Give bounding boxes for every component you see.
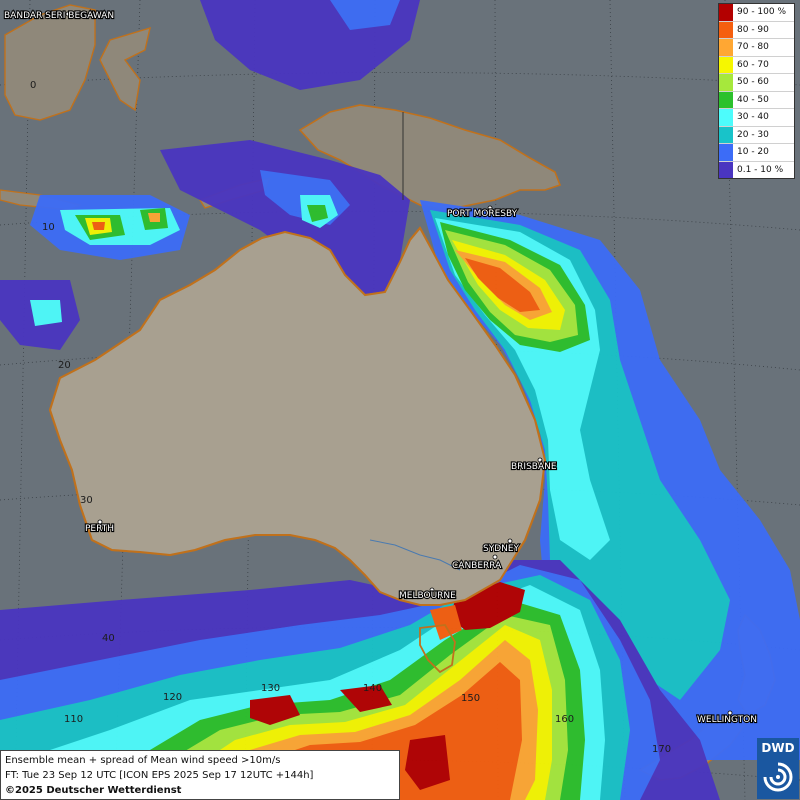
grid-label-lat0: 0	[30, 80, 36, 91]
city-dot-perth	[97, 519, 103, 525]
legend-row: 40 - 50	[719, 91, 794, 109]
grid-label-lat40: 40	[102, 633, 115, 644]
field-south-red-1	[250, 695, 300, 725]
grid-label-lon120: 120	[163, 692, 182, 703]
dwd-logo-text: DWD	[761, 741, 795, 755]
city-label-wellington: WELLINGTON	[697, 715, 757, 725]
legend-row: 80 - 90	[719, 21, 794, 39]
city-label-canberra: CANBERRA	[452, 561, 502, 571]
city-dot-melbourne	[429, 587, 435, 593]
field-bass-red	[450, 582, 525, 630]
sulawesi	[99, 26, 151, 112]
legend-label: 0.1 - 10 %	[737, 164, 784, 175]
product-title: Ensemble mean + spread of Mean wind spee…	[5, 755, 281, 766]
legend-label: 90 - 100 %	[737, 7, 787, 18]
legend-swatch	[719, 109, 733, 126]
field-timor-orange	[92, 222, 105, 230]
forecast-time: FT: Tue 23 Sep 12 UTC [ICON EPS 2025 Sep…	[5, 770, 314, 781]
legend-swatch	[719, 21, 733, 38]
legend-label: 40 - 50	[737, 94, 769, 105]
field-arafura-green	[307, 205, 328, 222]
legend-label: 20 - 30	[737, 129, 769, 140]
legend-row: 0.1 - 10 %	[719, 161, 794, 178]
dwd-swirl-icon	[763, 762, 793, 792]
legend-label: 30 - 40	[737, 112, 769, 123]
city-label-melbourne: MELBOURNE	[399, 591, 456, 601]
city-dot-port-moresby	[487, 205, 493, 211]
dwd-logo: DWD	[757, 738, 799, 799]
legend-row: 20 - 30	[719, 126, 794, 144]
legend-row: 70 - 80	[719, 39, 794, 57]
borneo	[4, 4, 96, 121]
legend-swatch	[719, 91, 733, 108]
field-wa-cyan	[30, 300, 62, 326]
legend-row: 50 - 60	[719, 74, 794, 92]
legend-row: 90 - 100 %	[719, 4, 794, 22]
grid-label-lat20: 20	[58, 360, 71, 371]
probability-legend: 90 - 100 % 80 - 90 70 - 80 60 - 70 50 - 60 40…	[718, 3, 795, 179]
legend-swatch	[719, 39, 733, 56]
grid-label-lat30: 30	[80, 495, 93, 506]
grid-label-lon130: 130	[261, 683, 280, 694]
copyright-notice: ©2025 Deutscher Wetterdienst	[5, 785, 182, 796]
city-markers	[65, 11, 733, 716]
legend-row: 10 - 20	[719, 144, 794, 162]
grid-label-lon150: 150	[461, 693, 480, 704]
city-label-sydney: SYDNEY	[483, 544, 520, 554]
legend-label: 50 - 60	[737, 77, 769, 88]
field-south-red-3	[405, 735, 450, 790]
legend-swatch	[719, 4, 733, 21]
field-south-red-2	[340, 685, 392, 712]
legend-row: 60 - 70	[719, 56, 794, 74]
murray-river	[369, 539, 461, 571]
grid-label-lon170: 170	[652, 744, 671, 755]
australia-landmass-top	[48, 226, 547, 606]
city-dot-sydney	[507, 538, 513, 544]
legend-label: 60 - 70	[737, 59, 769, 70]
legend-swatch	[719, 126, 733, 143]
field-coral-orange	[465, 258, 540, 312]
field-timor-orange-2	[148, 213, 160, 222]
grid-label-lon110: 110	[64, 714, 83, 725]
legend-swatch	[719, 74, 733, 91]
legend-swatch	[719, 161, 733, 178]
city-dot-wellington	[727, 710, 733, 716]
city-label-port-moresby: PORT MORESBY	[447, 209, 518, 219]
city-dot-brisbane	[537, 457, 543, 463]
legend-label: 10 - 20	[737, 147, 769, 158]
field-north-blue-2	[330, 0, 400, 30]
info-box: Ensemble mean + spread of Mean wind spee…	[0, 750, 400, 800]
legend-label: 80 - 90	[737, 24, 769, 35]
grid-label-lon140: 140	[363, 683, 382, 694]
city-label-brisbane: BRISBANE	[511, 462, 557, 472]
legend-row: 30 - 40	[719, 109, 794, 127]
legend-label: 70 - 80	[737, 42, 769, 53]
legend-swatch	[719, 56, 733, 73]
grid-label-lon160: 160	[555, 714, 574, 725]
city-label-bandar: BANDAR SERI BEGAWAN	[4, 11, 114, 21]
city-dot-canberra	[492, 554, 498, 560]
city-dot-bandar	[65, 11, 71, 17]
field-bass-orange	[430, 605, 462, 640]
grid-label-lat10: 10	[42, 222, 55, 233]
legend-swatch	[719, 144, 733, 161]
city-label-perth: PERTH	[85, 524, 114, 534]
